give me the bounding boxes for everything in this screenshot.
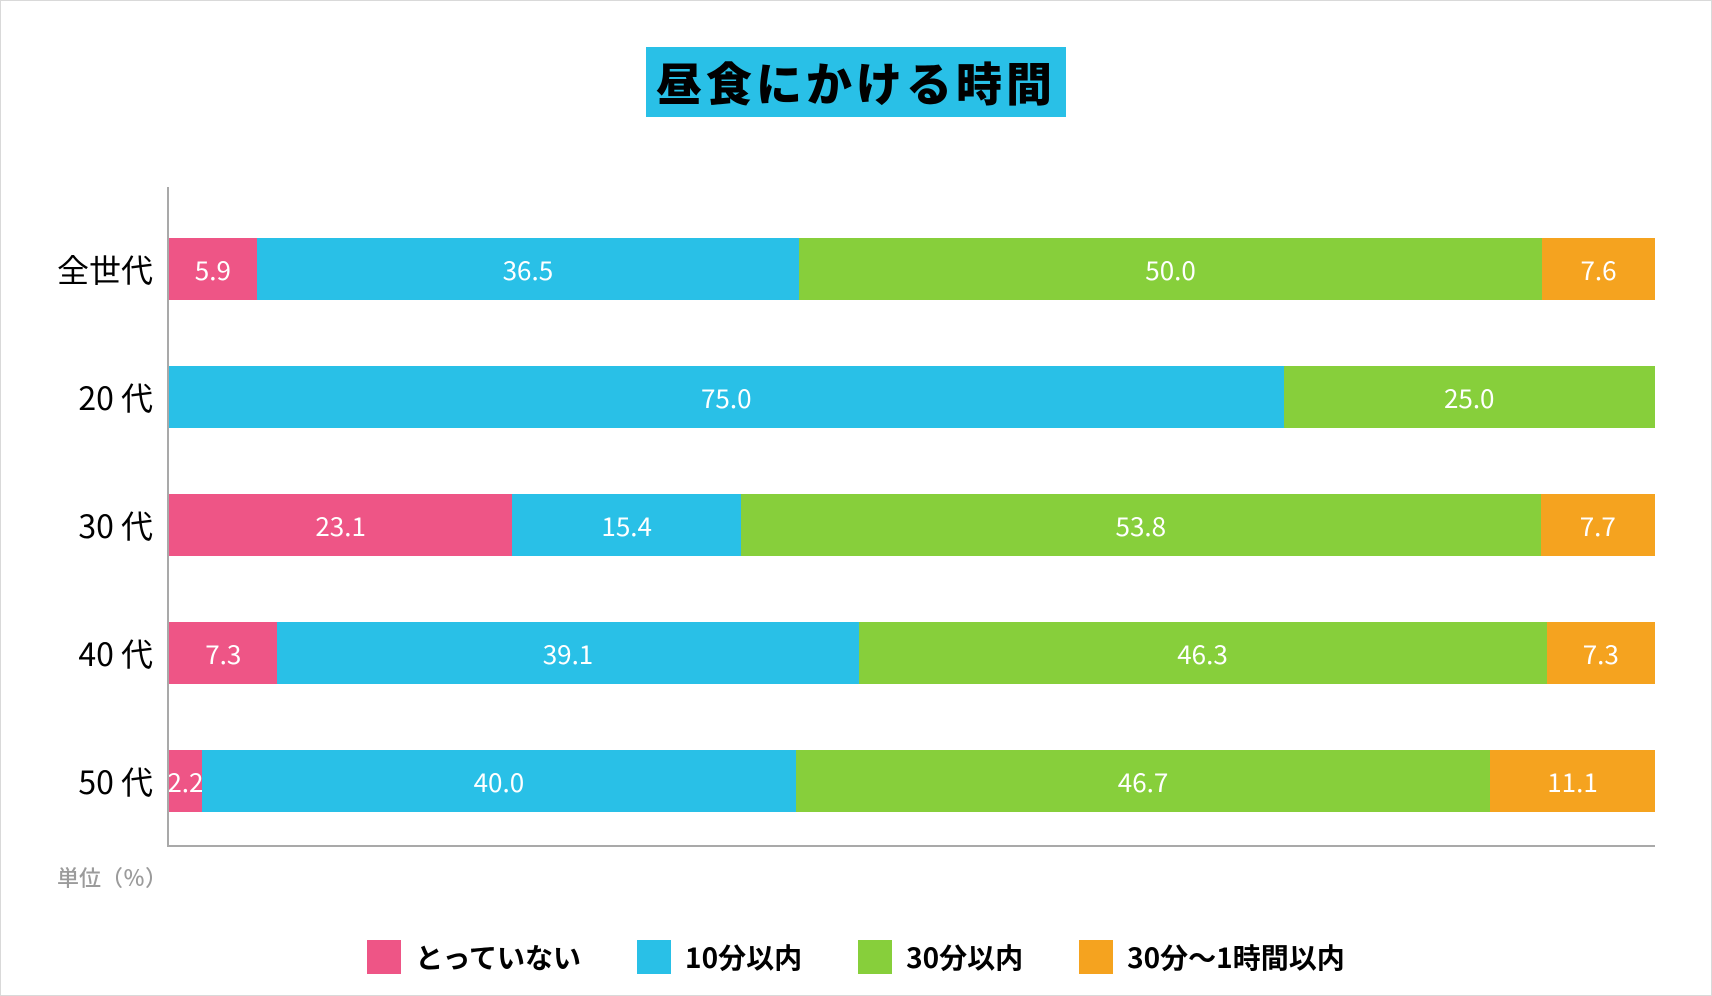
y-axis-labels: 全世代20 代30 代40 代50 代	[57, 187, 167, 847]
legend-item-le60: 30分～1時間以内	[1079, 937, 1345, 977]
legend: とっていない 10分以内 30分以内 30分～1時間以内	[57, 937, 1655, 977]
bar-row: 2.240.046.711.1	[169, 717, 1655, 845]
bar-segment-le10: 15.4	[512, 494, 741, 556]
legend-label: 10分以内	[685, 937, 802, 977]
stacked-bar: 23.115.453.87.7	[169, 494, 1655, 556]
legend-swatch	[637, 940, 671, 974]
bar-segment-none: 23.1	[169, 494, 512, 556]
legend-label: 30分～1時間以内	[1127, 937, 1345, 977]
bar-segment-le30: 25.0	[1284, 366, 1655, 428]
stacked-bar: 7.339.146.37.3	[169, 622, 1655, 684]
plot-area: 5.936.550.07.6 75.025.0 23.115.453.87.7 7.3…	[167, 187, 1655, 847]
y-axis-label: 30 代	[57, 461, 167, 589]
legend-swatch	[858, 940, 892, 974]
title-row: 昼食にかける時間	[57, 47, 1655, 117]
chart-area: 全世代20 代30 代40 代50 代 5.936.550.07.6 75.025…	[57, 187, 1655, 847]
y-axis-label: 40 代	[57, 589, 167, 717]
legend-item-le30: 30分以内	[858, 937, 1023, 977]
stacked-bar: 5.936.550.07.6	[169, 238, 1655, 300]
y-axis-label: 50 代	[57, 717, 167, 845]
y-axis-label: 20 代	[57, 333, 167, 461]
bar-segment-le10: 39.1	[277, 622, 858, 684]
legend-label: とっていない	[415, 937, 581, 977]
chart-frame: 昼食にかける時間 全世代20 代30 代40 代50 代 5.936.550.0…	[0, 0, 1712, 996]
legend-swatch	[367, 940, 401, 974]
bar-segment-none: 5.9	[169, 238, 257, 300]
stacked-bar: 75.025.0	[169, 366, 1655, 428]
bar-row: 7.339.146.37.3	[169, 589, 1655, 717]
bar-segment-le60: 7.6	[1542, 238, 1655, 300]
bar-segment-le30: 50.0	[799, 238, 1542, 300]
bar-segment-le30: 46.3	[859, 622, 1547, 684]
unit-label: 単位（％）	[57, 861, 1655, 893]
bar-row: 5.936.550.07.6	[169, 187, 1655, 333]
stacked-bar: 2.240.046.711.1	[169, 750, 1655, 812]
legend-item-le10: 10分以内	[637, 937, 802, 977]
bar-segment-le30: 53.8	[741, 494, 1540, 556]
bar-segment-le10: 36.5	[257, 238, 799, 300]
bar-row: 23.115.453.87.7	[169, 461, 1655, 589]
bar-segment-none: 7.3	[169, 622, 277, 684]
y-axis-label: 全世代	[57, 205, 167, 333]
bar-segment-le60: 7.7	[1541, 494, 1655, 556]
bar-row: 75.025.0	[169, 333, 1655, 461]
bar-segment-le10: 40.0	[202, 750, 796, 812]
bar-segment-le60: 7.3	[1547, 622, 1655, 684]
legend-swatch	[1079, 940, 1113, 974]
bar-segment-le30: 46.7	[796, 750, 1490, 812]
chart-title: 昼食にかける時間	[646, 47, 1066, 117]
bar-segment-le10: 75.0	[169, 366, 1283, 428]
bar-segment-none: 2.2	[169, 750, 202, 812]
legend-label: 30分以内	[906, 937, 1023, 977]
legend-item-none: とっていない	[367, 937, 581, 977]
bar-segment-le60: 11.1	[1490, 750, 1655, 812]
